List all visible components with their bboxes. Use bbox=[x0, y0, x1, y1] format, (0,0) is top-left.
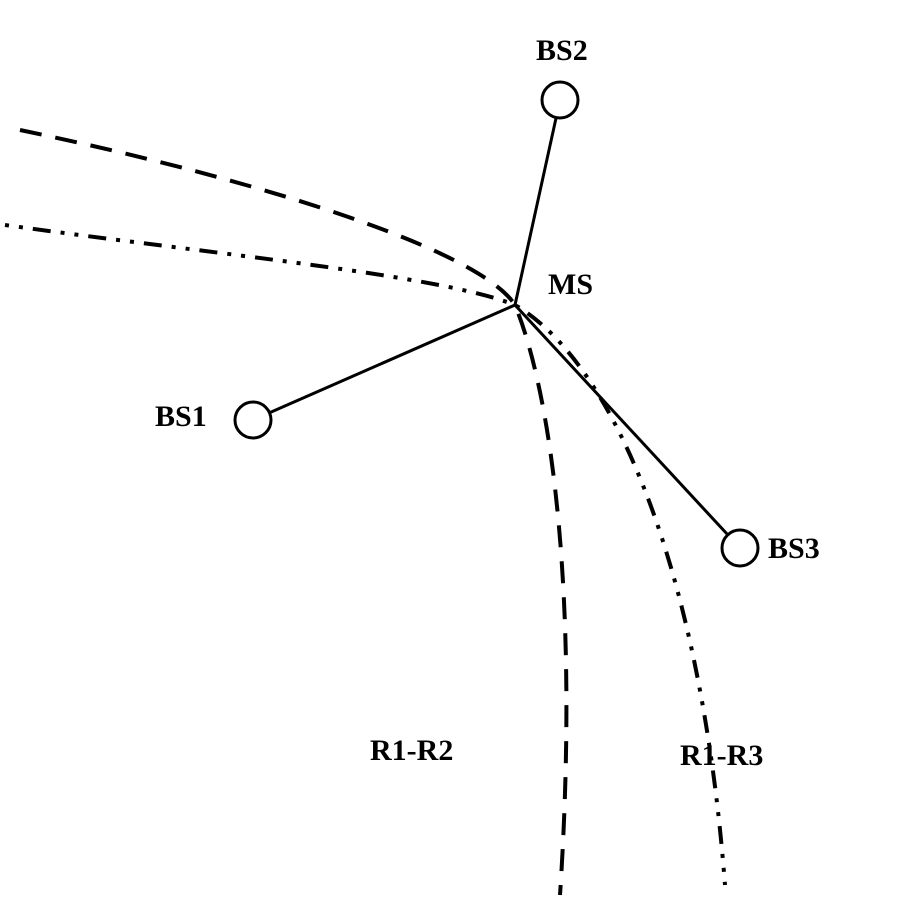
bs2-node bbox=[542, 82, 578, 118]
hyperbola-r1-r2 bbox=[20, 130, 566, 895]
bs3-node bbox=[722, 530, 758, 566]
line-bs1-ms bbox=[269, 305, 515, 413]
r1-r2-label: R1-R2 bbox=[370, 734, 453, 767]
bs2-label: BS2 bbox=[536, 34, 588, 67]
r1-r3-label: R1-R3 bbox=[680, 739, 763, 772]
bs3-label: BS3 bbox=[768, 532, 820, 565]
bs1-node bbox=[235, 402, 271, 438]
bs1-label: BS1 bbox=[155, 400, 207, 433]
hyperbola-r1-r3 bbox=[5, 225, 725, 885]
ms-label: MS bbox=[548, 268, 593, 301]
tdoa-diagram: BS1 BS2 BS3 MS R1-R2 R1-R3 bbox=[0, 0, 918, 917]
